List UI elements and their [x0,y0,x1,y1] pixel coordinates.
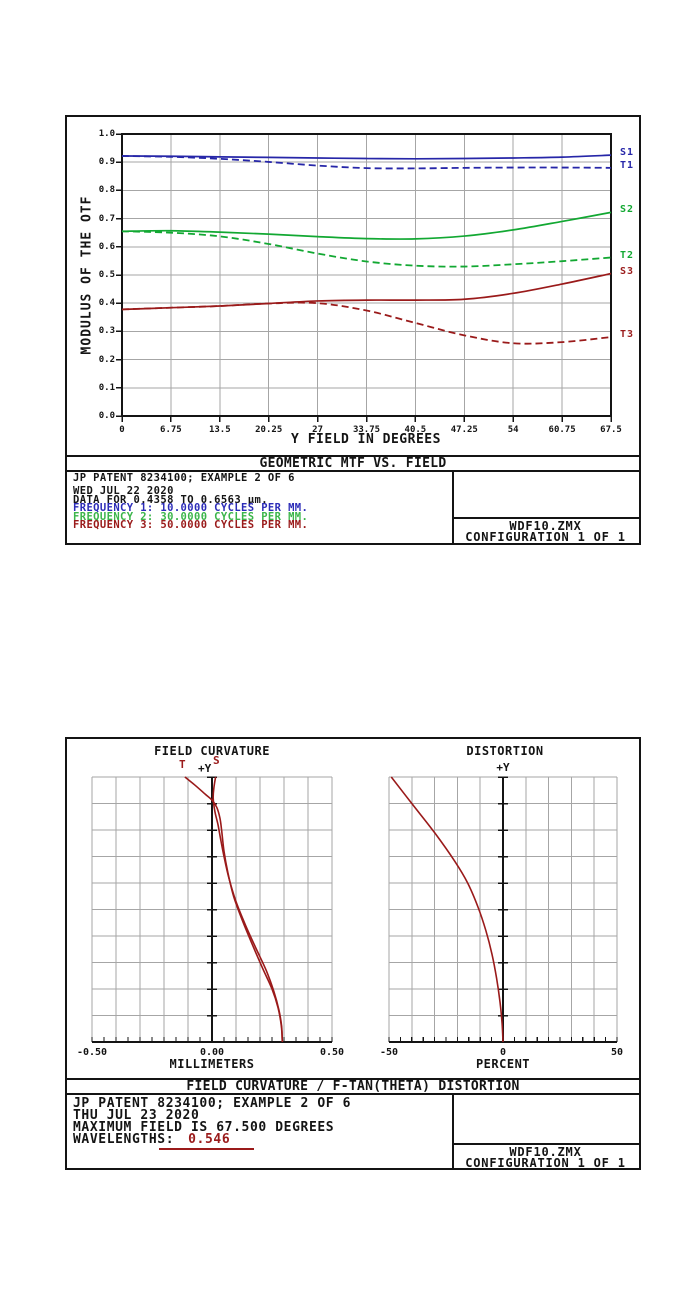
dist-x-axis-label: PERCENT [475,1057,531,1071]
mtf-x-tick-label: 6.75 [160,425,182,435]
mtf-legend-S3: S3 [620,265,635,277]
mtf-plot-svg [116,133,612,422]
mtf-x-tick-label: 27 [312,425,324,435]
fc-info-max-field: MAXIMUM FIELD IS 67.500 DEGREES [73,1120,335,1135]
mtf-legend-T1: T1 [620,159,635,171]
mtf-y-tick-label: 0.4 [98,298,115,309]
distortion-x-tick-label: -50 [379,1047,399,1058]
distortion-x-tick-label: 50 [610,1047,624,1058]
field-curvature-curve-S [212,776,284,1043]
fc-file-name: WDF10.ZMX [509,1145,582,1159]
fc-info-wavelengths: WAVELENGTHS: 0.546 [73,1132,231,1147]
mtf-y-tick-label: 0.7 [98,213,115,224]
mtf-legend-S2: S2 [620,204,635,216]
fc-dist-plot-svg [91,776,618,1043]
mtf-x-tick-label: 0 [119,425,125,435]
mtf-curve-T2 [121,230,612,268]
mtf-legend-S1: S1 [620,147,635,159]
mtf-x-tick-label: 20.25 [255,425,283,435]
field-curvature-distortion-panel: FIELD CURVATURE DISTORTION T +Y S +Y MIL… [65,737,641,1170]
fc-plus-y-label: +Y [198,762,212,775]
fc-info-date: THU JUL 23 2020 [73,1108,200,1123]
mtf-info-date: WED JUL 22 2020 [73,485,174,497]
fc-info-divider-horizontal [452,1143,639,1145]
distortion-title: DISTORTION [466,744,544,758]
mtf-x-tick-label: 40.5 [404,425,427,435]
mtf-x-tick-label: 60.75 [548,425,576,435]
mtf-y-tick-label: 0.3 [98,326,115,337]
mtf-y-tick-label: 0.1 [98,382,115,393]
dist-plus-y-label: +Y [496,761,510,774]
field-curvature-x-tick-label: 0.00 [199,1047,225,1058]
mtf-curve-T3 [121,301,612,345]
mtf-curve-T1 [121,155,612,170]
mtf-x-tick-label: 67.5 [600,425,622,435]
fc-configuration: CONFIGURATION 1 OF 1 [465,1156,626,1170]
mtf-y-tick-label: 0.9 [98,157,115,168]
field-curvature-x-tick-label: 0.50 [319,1047,345,1058]
mtf-y-tick-label: 0.2 [98,354,115,365]
mtf-info-divider-vertical [452,471,454,543]
mtf-x-tick-label: 54 [507,425,519,435]
mtf-title: GEOMETRIC MTF VS. FIELD [67,455,639,472]
mtf-legend-T2: T2 [620,249,635,261]
distortion-curve-F-TAN(THETA) DISTORTION [390,776,504,1043]
mtf-y-tick-label: 0.6 [98,241,115,252]
mtf-frequency-line: FREQUENCY 2: 30.0000 CYCLES PER MM. [73,510,309,523]
mtf-frequency-line: FREQUENCY 3: 50.0000 CYCLES PER MM. [73,519,309,531]
field-curvature-x-tick-label: -0.50 [76,1047,108,1058]
mtf-legend-T3: T3 [620,329,635,341]
sagittal-curve-label: S [213,754,220,767]
wavelength-color-swatch-line [159,1148,254,1150]
mtf-configuration: CONFIGURATION 1 OF 1 [465,530,626,544]
mtf-curve-S1 [121,154,612,160]
mtf-info-patent: JP PATENT 8234100; EXAMPLE 2 OF 6 [73,472,295,484]
fc-dist-title: FIELD CURVATURE / F-TAN(THETA) DISTORTIO… [67,1078,639,1095]
fc-info-patent: JP PATENT 8234100; EXAMPLE 2 OF 6 [73,1096,352,1111]
mtf-info-divider-horizontal [452,517,639,519]
field-curvature-title: FIELD CURVATURE [154,744,270,758]
mtf-x-axis-label: Y FIELD IN DEGREES [291,432,441,447]
mtf-x-tick-label: 47.25 [450,425,478,435]
tangential-curve-label: T [179,758,186,771]
mtf-x-tick-label: 33.75 [352,425,381,435]
wavelength-value: 0.546 [188,1132,231,1147]
mtf-curve-S2 [121,211,612,240]
mtf-y-tick-label: 0.0 [98,411,115,421]
mtf-y-tick-label: 1.0 [98,129,115,139]
distortion-x-tick-label: 0 [499,1047,507,1058]
fc-info-divider-vertical [452,1094,454,1168]
mtf-panel: MODULUS OF THE OTF Y FIELD IN DEGREES GE… [65,115,641,545]
mtf-file-name: WDF10.ZMX [509,519,582,533]
mtf-frequency-line: FREQUENCY 1: 10.0000 CYCLES PER MM. [73,502,309,514]
mtf-x-tick-label: 13.5 [208,425,231,435]
mtf-y-tick-label: 0.8 [98,185,115,196]
mtf-info-wavelength-range: DATA FOR 0.4358 TO 0.6563 µm. [73,493,268,506]
mtf-y-tick-label: 0.5 [98,270,115,280]
wavelengths-label: WAVELENGTHS: [73,1132,175,1147]
fc-x-axis-label: MILLIMETERS [169,1057,255,1071]
